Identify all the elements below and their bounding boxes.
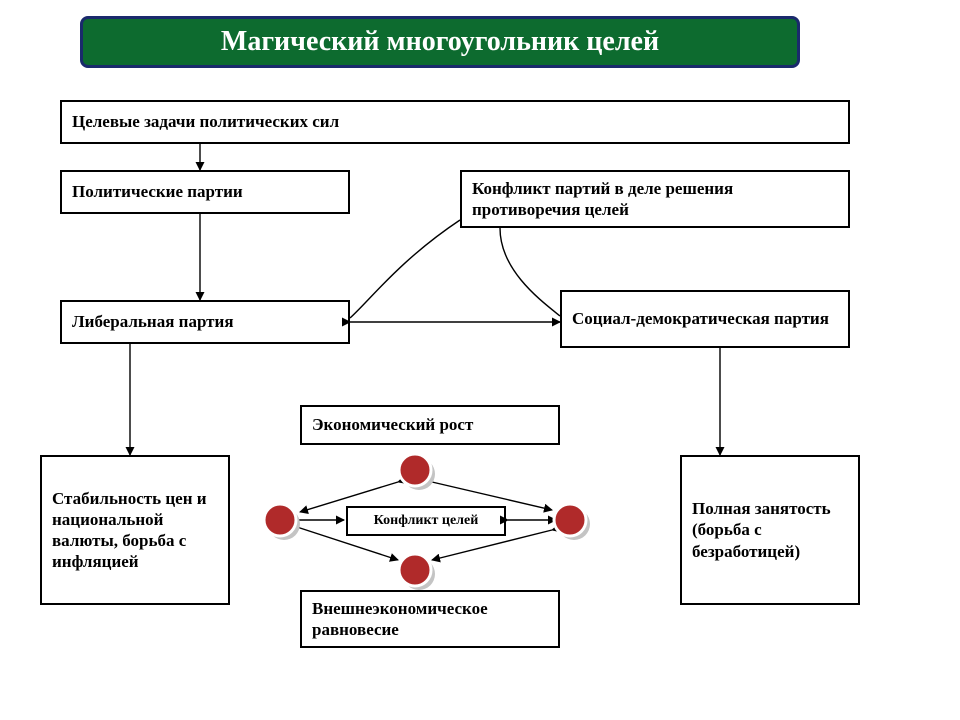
node-parties-label: Политические партии [72,181,243,202]
diagram-canvas: Магический многоугольник целей Целевые з… [0,0,960,720]
node-tasks: Целевые задачи политических сил [60,100,850,144]
node-growth: Экономический рост [300,405,560,445]
node-stability: Стабильность цен и национальной валюты, … [40,455,230,605]
node-center: Конфликт целей [346,506,506,536]
node-employ-label: Полная занятость (борьба с безработицей) [692,498,848,562]
node-balance-label: Внешнеэкономическое равновесие [312,598,548,641]
node-balance: Внешнеэкономическое равновесие [300,590,560,648]
node-tasks-label: Целевые задачи политических сил [72,111,339,132]
node-conflict-label: Конфликт партий в деле решения противоре… [472,178,838,221]
node-growth-label: Экономический рост [312,414,473,435]
title-text: Магический многоугольник целей [221,26,659,58]
node-stability-label: Стабильность цен и национальной валюты, … [52,488,218,573]
node-employ: Полная занятость (борьба с безработицей) [680,455,860,605]
node-liberal-label: Либеральная партия [72,311,234,332]
title-banner: Магический многоугольник целей [80,16,800,68]
node-socdem-label: Социал-демократическая партия [572,308,829,329]
node-liberal: Либеральная партия [60,300,350,344]
node-parties: Политические партии [60,170,350,214]
node-socdem: Социал-демократическая партия [560,290,850,348]
node-conflict: Конфликт партий в деле решения противоре… [460,170,850,228]
node-center-label: Конфликт целей [374,512,479,530]
